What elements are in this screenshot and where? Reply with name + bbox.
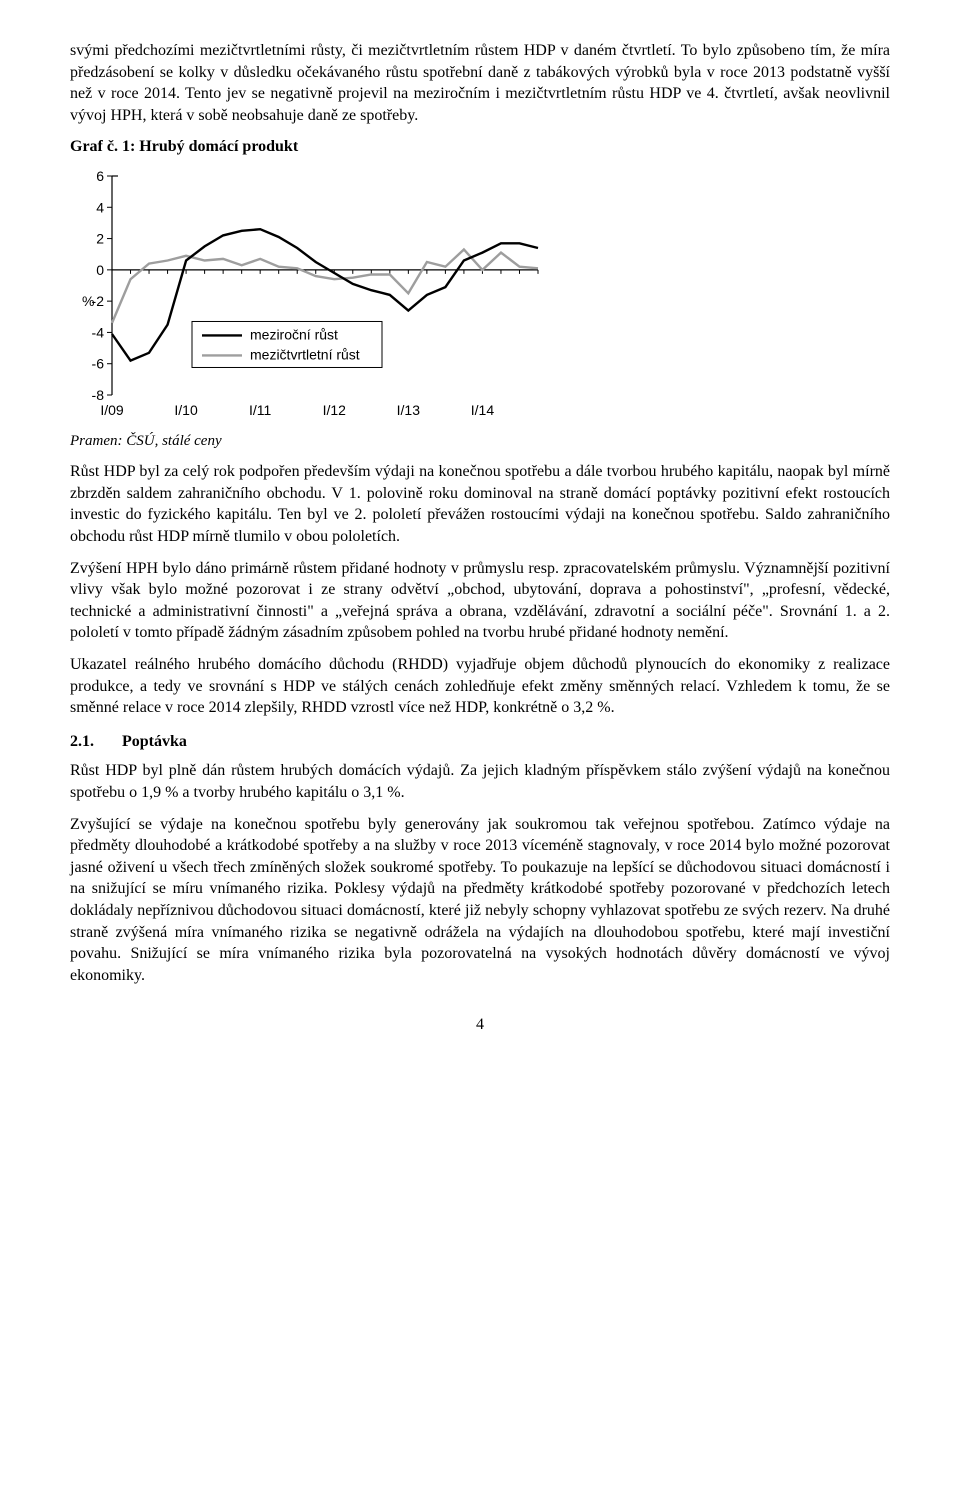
svg-text:I/12: I/12 — [323, 402, 347, 418]
svg-text:I/11: I/11 — [249, 402, 272, 418]
paragraph: Růst HDP byl plně dán růstem hrubých dom… — [70, 760, 890, 803]
section-number: 2.1. — [70, 731, 118, 753]
chart-source: Pramen: ČSÚ, stálé ceny — [70, 431, 890, 451]
svg-text:I/09: I/09 — [100, 402, 124, 418]
svg-text:I/14: I/14 — [471, 402, 495, 418]
svg-text:I/10: I/10 — [174, 402, 198, 418]
svg-text:2: 2 — [96, 231, 104, 247]
svg-text:4: 4 — [96, 199, 104, 215]
paragraph: Růst HDP byl za celý rok podpořen předev… — [70, 461, 890, 547]
paragraph: Ukazatel reálného hrubého domácího důcho… — [70, 654, 890, 719]
chart-title: Graf č. 1: Hrubý domácí produkt — [70, 136, 890, 158]
svg-text:6: 6 — [96, 168, 104, 184]
svg-text:I/13: I/13 — [397, 402, 421, 418]
svg-text:-8: -8 — [92, 387, 105, 403]
paragraph: svými předchozími mezičtvrtletními růsty… — [70, 40, 890, 126]
svg-text:-4: -4 — [92, 324, 105, 340]
gdp-chart: -8-6-4-20246I/09I/10I/11I/12I/13I/14%mez… — [70, 168, 890, 423]
svg-text:meziroční růst: meziroční růst — [250, 326, 338, 342]
svg-text:%: % — [82, 293, 94, 309]
paragraph: Zvýšení HPH bylo dáno primárně růstem př… — [70, 558, 890, 644]
svg-text:-6: -6 — [92, 356, 105, 372]
section-title: Poptávka — [122, 733, 187, 750]
svg-text:0: 0 — [96, 262, 104, 278]
section-heading: 2.1. Poptávka — [70, 731, 890, 753]
page-number: 4 — [70, 1014, 890, 1036]
svg-text:mezičtvrtletní růst: mezičtvrtletní růst — [250, 346, 360, 362]
paragraph: Zvyšující se výdaje na konečnou spotřebu… — [70, 814, 890, 987]
